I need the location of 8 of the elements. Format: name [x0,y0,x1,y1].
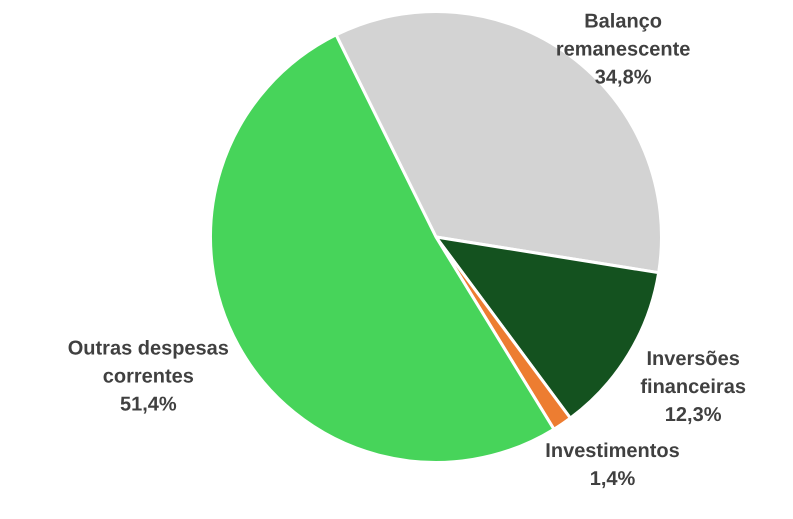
slice-label: Balanço remanescente [556,10,690,61]
data-label: 51,4% [120,394,177,416]
data-label: 34,8% [594,66,652,89]
slice-label: Investimentos [545,440,680,462]
slice-label: Outras despesas correntes [68,338,229,388]
slice-label: Inversões financeiras [640,348,746,398]
data-label: 12,3% [664,404,722,426]
data-label: 1,4% [590,468,636,490]
